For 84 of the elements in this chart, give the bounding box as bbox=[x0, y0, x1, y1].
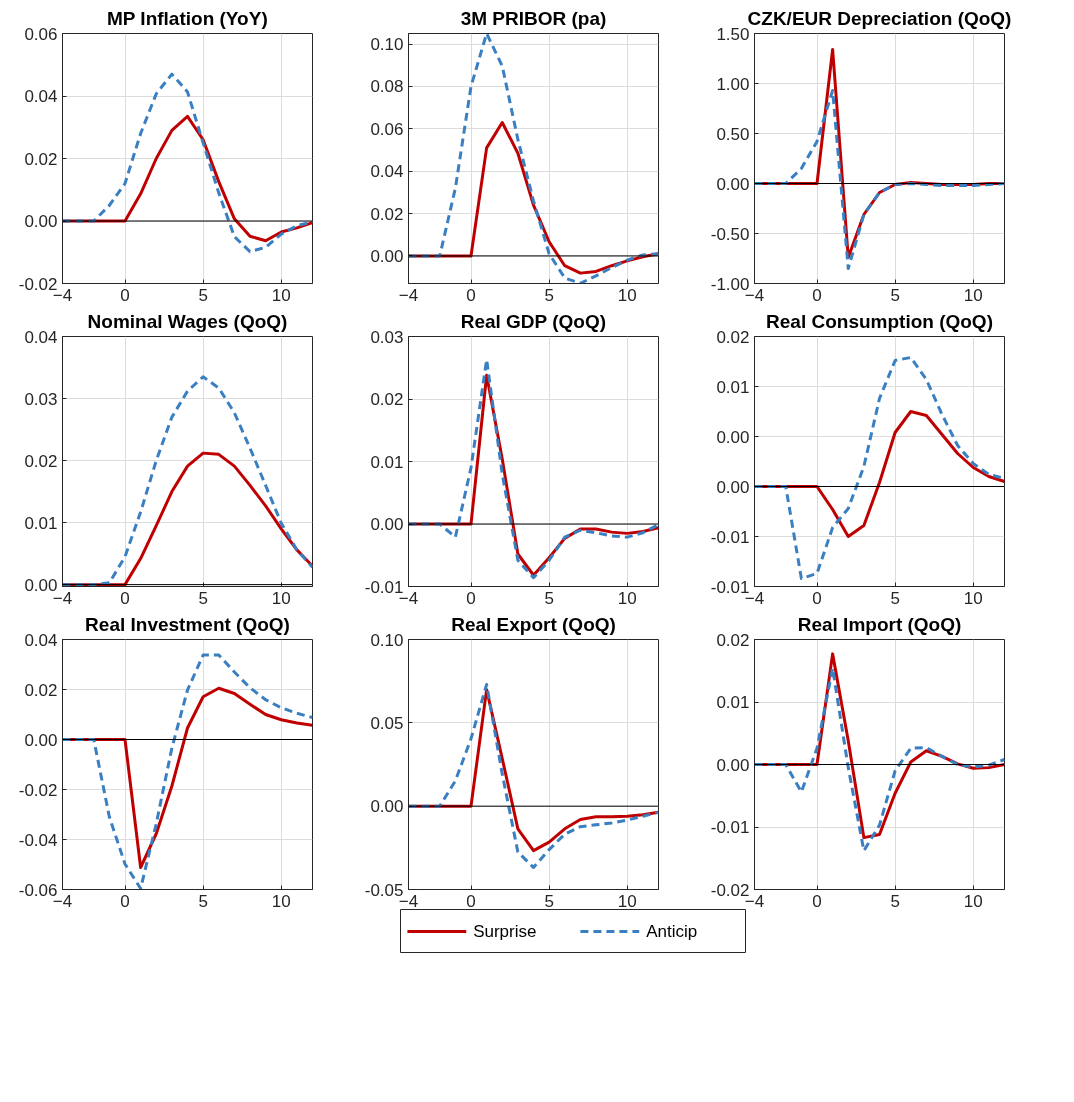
y-tick-label: 0.02 bbox=[370, 390, 404, 409]
chart-title: Real Export (QoQ) bbox=[451, 613, 616, 635]
y-tick-label: 1.50 bbox=[716, 24, 750, 44]
y-tick-label: 0.06 bbox=[370, 119, 404, 139]
y-tick-label: 0.04 bbox=[24, 327, 58, 347]
chart-title: Real Consumption (QoQ) bbox=[766, 310, 993, 332]
x-tick-label: 0 bbox=[466, 891, 476, 911]
x-tick-label: 10 bbox=[271, 588, 291, 608]
x-tick-label: 0 bbox=[812, 891, 822, 911]
y-tick-label: -0.50 bbox=[710, 224, 750, 244]
y-tick-label: -0.02 bbox=[710, 880, 750, 900]
x-tick-label: 5 bbox=[890, 891, 900, 911]
y-tick-label: -0.04 bbox=[18, 830, 58, 850]
legend-label: Surprise bbox=[473, 922, 537, 941]
y-tick-label: 0.00 bbox=[24, 575, 58, 595]
y-tick-label: 0.01 bbox=[716, 693, 750, 712]
y-tick-label: -0.01 bbox=[710, 577, 750, 597]
y-tick-label: 0.00 bbox=[24, 730, 58, 750]
y-tick-label: 0.04 bbox=[24, 630, 58, 650]
x-tick-label: 0 bbox=[812, 588, 822, 608]
x-tick-label: 10 bbox=[617, 285, 637, 305]
y-tick-label: 0.10 bbox=[370, 630, 404, 650]
x-tick-label: 5 bbox=[890, 588, 900, 608]
y-tick-label: 0.00 bbox=[716, 755, 750, 775]
y-tick-label: 0.02 bbox=[370, 204, 404, 224]
y-tick-label: 0.02 bbox=[716, 327, 750, 347]
x-tick-label: 5 bbox=[198, 285, 208, 305]
y-tick-label: -0.01 bbox=[710, 527, 750, 547]
y-tick-label: 0.00 bbox=[716, 174, 750, 194]
x-tick-label: 5 bbox=[198, 588, 208, 608]
y-tick-label: 1.00 bbox=[716, 74, 750, 94]
x-tick-label: 5 bbox=[544, 891, 554, 911]
chart-title: Nominal Wages (QoQ) bbox=[87, 310, 288, 332]
y-tick-label: 0.03 bbox=[24, 389, 58, 409]
y-tick-label: -0.02 bbox=[18, 274, 58, 294]
y-tick-label: 0.00 bbox=[370, 246, 404, 266]
x-tick-label: 5 bbox=[544, 588, 554, 608]
y-tick-label: -0.01 bbox=[364, 577, 404, 597]
x-tick-label: 10 bbox=[963, 285, 983, 305]
y-tick-label: 0.02 bbox=[24, 149, 58, 169]
chart-title: 3M PRIBOR (pa) bbox=[460, 7, 607, 29]
y-tick-label: 0.05 bbox=[370, 713, 404, 733]
y-tick-label: -0.02 bbox=[18, 780, 58, 800]
y-tick-label: 0.04 bbox=[24, 87, 58, 106]
x-tick-label: 5 bbox=[890, 285, 900, 305]
x-tick-label: 10 bbox=[963, 891, 983, 911]
chart-title: Real Investment (QoQ) bbox=[85, 613, 290, 635]
x-tick-label: 0 bbox=[120, 285, 130, 305]
y-tick-label: 0.08 bbox=[370, 77, 404, 97]
y-tick-label: 0.01 bbox=[716, 377, 750, 397]
x-tick-label: 10 bbox=[617, 891, 637, 911]
y-tick-label: 0.00 bbox=[716, 427, 750, 447]
y-tick-label: 0.06 bbox=[24, 24, 58, 44]
x-tick-label: 0 bbox=[120, 891, 130, 911]
x-tick-label: 5 bbox=[198, 891, 208, 911]
y-tick-label: 0.02 bbox=[24, 680, 58, 700]
y-tick-label: 0.10 bbox=[370, 35, 404, 55]
x-tick-label: 0 bbox=[120, 588, 130, 608]
y-tick-label: 0.02 bbox=[716, 630, 750, 650]
x-tick-label: 10 bbox=[617, 588, 637, 608]
x-tick-label: 10 bbox=[271, 891, 291, 911]
x-tick-label: −4 bbox=[398, 285, 419, 305]
y-tick-label: 0.01 bbox=[24, 513, 58, 533]
y-tick-label: -0.01 bbox=[710, 818, 750, 837]
y-tick-label: 0.03 bbox=[370, 327, 404, 347]
y-tick-label: 0.00 bbox=[24, 212, 58, 231]
chart-title: Real GDP (QoQ) bbox=[460, 310, 606, 332]
legend-label: Anticip bbox=[646, 922, 698, 941]
x-tick-label: 10 bbox=[963, 588, 983, 608]
y-tick-label: 0.02 bbox=[24, 451, 58, 471]
chart-title: MP Inflation (YoY) bbox=[106, 7, 268, 29]
y-tick-label: 0.00 bbox=[716, 477, 750, 497]
x-tick-label: 0 bbox=[466, 285, 476, 305]
y-tick-label: 0.00 bbox=[370, 797, 404, 817]
x-tick-label: 10 bbox=[271, 285, 291, 305]
chart-title: CZK/EUR Depreciation (QoQ) bbox=[747, 7, 1012, 29]
x-tick-label: 0 bbox=[812, 285, 822, 305]
x-tick-label: 0 bbox=[466, 588, 476, 608]
x-tick-label: 5 bbox=[544, 285, 554, 305]
y-tick-label: 0.50 bbox=[716, 124, 750, 144]
y-tick-label: 0.04 bbox=[370, 162, 404, 182]
y-tick-label: 0.01 bbox=[370, 452, 404, 472]
chart-title: Real Import (QoQ) bbox=[797, 613, 962, 635]
y-tick-label: 0.00 bbox=[370, 515, 404, 534]
